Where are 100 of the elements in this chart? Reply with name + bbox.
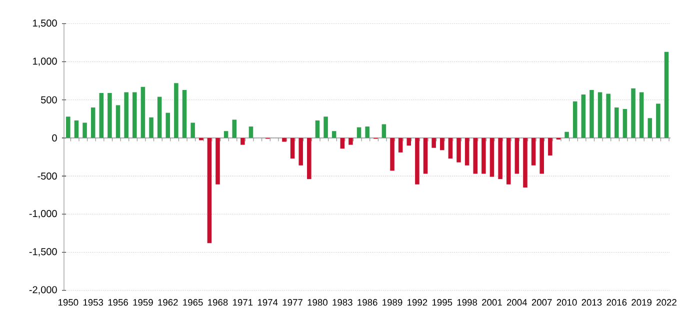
x-tick-label: 2007 [532,299,552,306]
bar [365,126,370,138]
bar [66,116,70,138]
bar [216,138,220,184]
bar [590,90,594,138]
bar [664,52,669,138]
x-tick-label: 1992 [408,299,428,306]
x-tick-label: 2019 [632,299,652,306]
x-tick-label: 2022 [656,299,676,306]
bar [631,88,636,138]
bar [540,138,544,174]
x-tick-label: 2004 [506,299,528,306]
x-tick-label: 1965 [183,299,203,306]
y-tick-label: -2,000 [29,286,57,294]
bar [99,93,104,138]
bar [614,107,619,138]
bar [406,138,412,146]
bar [166,112,170,138]
y-tick-label: -1,000 [29,210,57,218]
bar [548,138,552,156]
x-tick-label: 1953 [83,299,104,306]
bar [108,93,112,138]
bar [382,124,386,138]
bar [248,126,254,138]
bar [456,138,461,162]
bar [224,131,228,138]
bar [307,138,312,180]
bar [198,138,204,140]
bar [74,120,79,138]
bar [606,94,610,138]
bar [448,138,453,159]
x-tick-label: 1995 [432,299,452,306]
bar [514,138,520,174]
x-tick-label: 1983 [332,299,352,306]
bar [157,96,162,138]
bar [332,131,336,138]
bar [124,92,128,138]
y-tick-label: 1,000 [33,58,57,66]
bar [315,120,320,138]
bar [356,127,362,138]
bar [282,138,286,142]
y-tick-label: 1,500 [33,20,57,28]
bar [232,120,236,138]
bar [423,138,428,174]
bar [506,138,511,184]
x-tick-label: 1977 [282,299,302,306]
bar [290,138,295,159]
x-tick-label: 2016 [606,299,627,306]
bar [398,138,403,152]
x-tick-label: 1959 [133,299,153,306]
x-tick-label: 1962 [158,299,178,306]
bar [572,101,578,138]
x-tick-label: 1974 [258,299,278,306]
x-tick-label: 1950 [58,299,78,306]
bar [432,138,436,148]
y-tick-label: -1,500 [29,248,57,256]
bar [622,109,628,138]
x-tick-label: 2001 [482,299,502,306]
bar [498,138,502,180]
x-tick-label: 1989 [382,299,402,306]
bar [482,138,486,174]
bar [207,138,212,244]
bar [82,122,87,138]
bar [415,138,420,184]
bar [174,83,178,138]
x-tick-label: 1986 [358,299,378,306]
bar [348,138,353,145]
y-tick-label: -500 [38,172,57,180]
bar [90,107,96,138]
bar [523,138,528,188]
bar [390,138,394,171]
bar [440,138,444,150]
bar [581,94,586,138]
bar [324,116,328,138]
bar [490,138,494,177]
x-tick-label: 1968 [208,299,228,306]
bar [298,138,303,166]
x-tick-label: 1956 [108,299,128,306]
x-tick-label: 1971 [233,299,253,306]
bar [473,138,478,174]
bar [340,138,345,149]
y-tick-label: 500 [41,96,57,104]
bar [149,117,154,138]
bar [116,105,120,138]
x-tick-label: 2013 [582,299,602,306]
bar [531,138,536,166]
bar [240,138,245,145]
bar [190,122,195,138]
bar [598,92,602,138]
bar [656,104,660,138]
bar [564,132,569,138]
x-tick-label: 1980 [308,299,328,306]
bar [182,90,187,138]
bar [648,118,652,138]
bar [140,86,146,138]
y-tick-label: 0 [52,134,57,142]
bar [639,92,644,138]
bar [464,138,470,166]
x-tick-label: 2010 [556,299,577,306]
bar [132,92,137,138]
